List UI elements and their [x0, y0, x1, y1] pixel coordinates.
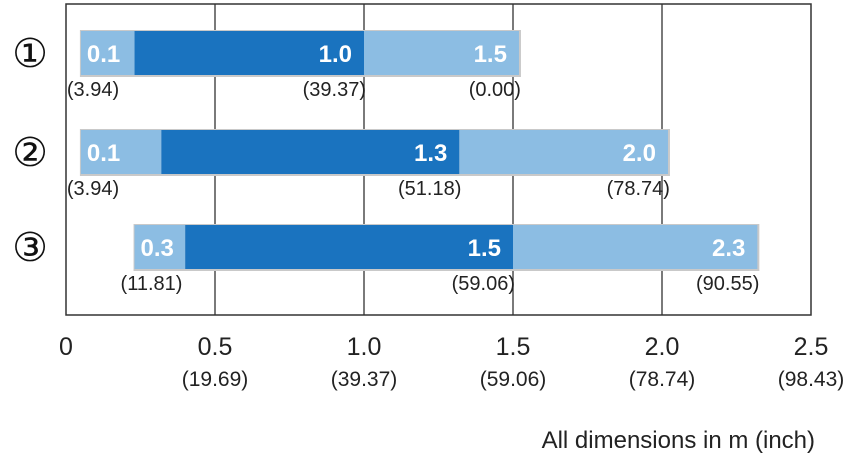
segment-value-label: 0.3: [141, 235, 174, 262]
segment-value-label: 1.5: [474, 41, 507, 68]
x-tick-inch-label: (39.37): [331, 368, 398, 391]
bar-inch-label: (59.06): [452, 273, 515, 295]
bar-inch-label: (3.94): [67, 178, 119, 200]
plot-frame: [65, 3, 812, 316]
x-tick-inch-label: (98.43): [778, 368, 845, 391]
row-number-label: ②: [12, 130, 48, 176]
bar-inch-label: (3.94): [67, 79, 119, 101]
bar-segment: [80, 130, 162, 174]
bar-inch-label: (39.37): [303, 79, 366, 101]
bar-segment: [185, 225, 513, 269]
x-tick-label: 2.5: [794, 333, 829, 361]
row-number-label: ①: [12, 31, 48, 77]
bar-inch-label: (90.55): [696, 273, 759, 295]
x-tick-label: 1.5: [496, 333, 531, 361]
segment-value-label: 1.0: [319, 41, 352, 68]
segment-value-label: 0.1: [87, 140, 120, 167]
x-tick-label: 0.5: [198, 333, 233, 361]
bar-segment: [80, 31, 135, 75]
bar-segment: [459, 130, 668, 174]
units-note: All dimensions in m (inch): [542, 427, 815, 454]
bar-segment: [364, 31, 519, 75]
bar-labels: 0.1 1.0 1.5 (3.94) (39.37) (0.00) 0.1 1.3 2.0 (3.…: [67, 41, 759, 295]
x-tick-inch-label: (78.74): [629, 368, 696, 391]
x-tick-label: 1.0: [347, 333, 382, 361]
segment-value-label: 2.0: [623, 140, 656, 167]
x-tick-inch-label: (59.06): [480, 368, 547, 391]
row-number-label: ③: [12, 225, 48, 271]
segment-value-label: 0.1: [87, 41, 120, 68]
bar-inch-label: (78.74): [607, 178, 670, 200]
bar-inch-label: (0.00): [469, 79, 521, 101]
bar-inch-label: (11.81): [121, 273, 183, 295]
bars: [79, 30, 760, 271]
x-tick-label: 0: [59, 333, 73, 361]
x-tick-inch-label: (19.69): [182, 368, 249, 391]
segment-value-label: 1.5: [468, 235, 501, 262]
row-labels: ① ② ③: [12, 31, 48, 271]
x-axis-ticks: 0 0.5 (19.69) 1.0 (39.37) 1.5 (59.06) 2.0 (78.74…: [59, 333, 844, 391]
segment-value-label: 2.3: [712, 235, 745, 262]
x-tick-label: 2.0: [645, 333, 680, 361]
bar-segment: [134, 225, 186, 269]
bar-segment: [161, 130, 460, 174]
bar-inch-label: (51.18): [398, 178, 461, 200]
segment-value-label: 1.3: [414, 140, 447, 167]
bar-segment: [513, 225, 758, 269]
bar-segment: [134, 31, 364, 75]
